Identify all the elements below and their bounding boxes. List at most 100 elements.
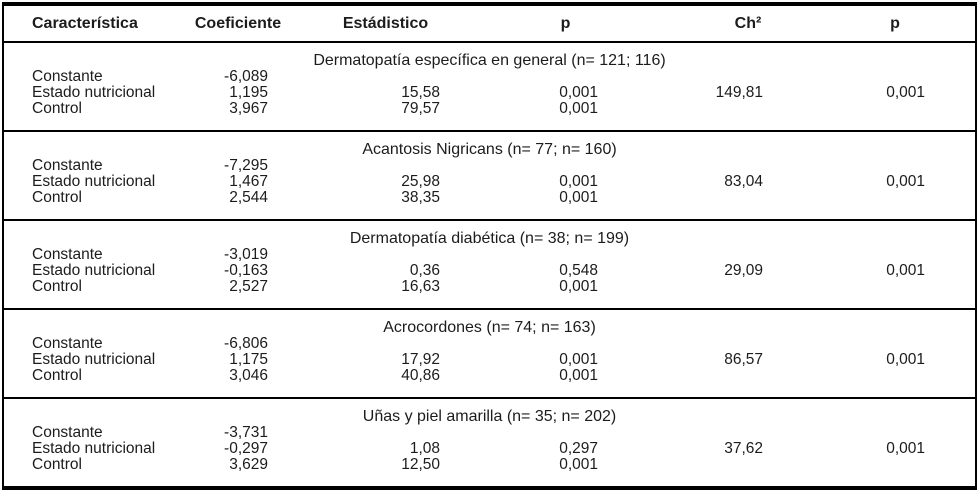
cell-label: Constante [32, 335, 103, 352]
cell-p-model: 0,001 [886, 351, 925, 368]
section-title: Dermatopatía específica en general (n= 1… [313, 52, 666, 69]
cell-estadistico: 12,50 [401, 456, 440, 473]
table-row: Control 3,046 40,86 0,001 [3, 368, 976, 398]
cell-chi2 [653, 368, 843, 398]
cell-label: Control [32, 189, 82, 206]
table-row: Estado nutricional 1,195 15,58 0,001 149… [3, 85, 976, 101]
cell-p-model [843, 101, 976, 131]
cell-estadistico: 16,63 [401, 278, 440, 295]
section-acantosis-nigricans: Acantosis Nigricans (n= 77; n= 160) Cons… [3, 131, 976, 220]
cell-p: 0,001 [559, 278, 598, 295]
table-row: Control 3,967 79,57 0,001 [3, 101, 976, 131]
cell-coeficiente: -7,295 [224, 157, 268, 174]
cell-chi2 [653, 158, 843, 174]
cell-chi2 [653, 279, 843, 309]
cell-p: 0,001 [559, 189, 598, 206]
cell-estadistico [293, 425, 478, 441]
cell-label: Constante [32, 68, 103, 85]
cell-label: Constante [32, 246, 103, 263]
cell-p: 0,001 [559, 84, 598, 101]
cell-coeficiente: -3,731 [224, 424, 268, 441]
cell-p-model [843, 457, 976, 488]
table-row: Constante -6,806 [3, 336, 976, 352]
column-header-coeficiente: Coeficiente [183, 4, 293, 43]
cell-coeficiente: -6,089 [224, 68, 268, 85]
section-acrocordones: Acrocordones (n= 74; n= 163) Constante -… [3, 309, 976, 398]
cell-p-model [843, 247, 976, 263]
cell-p-model: 0,001 [886, 173, 925, 190]
section-title-row: Uñas y piel amarilla (n= 35; n= 202) [3, 398, 976, 425]
cell-p-model [843, 190, 976, 220]
cell-p-model: 0,001 [886, 84, 925, 101]
cell-chi2: 83,04 [724, 173, 763, 190]
table-row: Estado nutricional -0,297 1,08 0,297 37,… [3, 441, 976, 457]
cell-estadistico [293, 69, 478, 85]
cell-chi2 [653, 69, 843, 85]
cell-coeficiente: 3,629 [229, 456, 268, 473]
section-title-row: Acantosis Nigricans (n= 77; n= 160) [3, 131, 976, 158]
cell-p-model [843, 368, 976, 398]
cell-estadistico: 40,86 [401, 367, 440, 384]
cell-label: Constante [32, 424, 103, 441]
cell-estadistico: 15,58 [401, 84, 440, 101]
cell-coeficiente: -0,297 [224, 440, 268, 457]
column-header-p-model: p [843, 4, 976, 43]
table-row: Estado nutricional -0,163 0,36 0,548 29,… [3, 263, 976, 279]
table-row: Control 2,527 16,63 0,001 [3, 279, 976, 309]
cell-coeficiente: 2,544 [229, 189, 268, 206]
cell-coeficiente: 2,527 [229, 278, 268, 295]
cell-p-model [843, 279, 976, 309]
cell-estadistico: 17,92 [401, 351, 440, 368]
cell-coeficiente: -3,019 [224, 246, 268, 263]
cell-label: Estado nutricional [32, 440, 156, 457]
cell-p [478, 425, 653, 441]
table-row: Constante -3,731 [3, 425, 976, 441]
cell-coeficiente: 3,967 [229, 100, 268, 117]
column-header-chi2: Ch² [653, 4, 843, 43]
table-row: Control 3,629 12,50 0,001 [3, 457, 976, 488]
cell-label: Estado nutricional [32, 351, 156, 368]
cell-chi2 [653, 101, 843, 131]
cell-p-model [843, 336, 976, 352]
table-row: Estado nutricional 1,467 25,98 0,001 83,… [3, 174, 976, 190]
cell-label: Control [32, 278, 82, 295]
statistics-table: Característica Coeficiente Estádistico p… [2, 2, 977, 490]
cell-p-model [843, 158, 976, 174]
cell-p [478, 158, 653, 174]
cell-coeficiente: 1,195 [229, 84, 268, 101]
cell-p [478, 247, 653, 263]
cell-label: Estado nutricional [32, 173, 156, 190]
table-row: Constante -7,295 [3, 158, 976, 174]
section-title: Acrocordones (n= 74; n= 163) [383, 319, 596, 336]
cell-label: Control [32, 456, 82, 473]
table-row: Estado nutricional 1,175 17,92 0,001 86,… [3, 352, 976, 368]
section-title: Acantosis Nigricans (n= 77; n= 160) [362, 141, 617, 158]
cell-coeficiente: 3,046 [229, 367, 268, 384]
cell-chi2: 37,62 [724, 440, 763, 457]
cell-p-model: 0,001 [886, 440, 925, 457]
header-row: Característica Coeficiente Estádistico p… [3, 4, 976, 43]
cell-estadistico: 1,08 [409, 440, 440, 457]
section-dermatopatia-especifica: Dermatopatía específica en general (n= 1… [3, 42, 976, 131]
cell-label: Control [32, 367, 82, 384]
cell-coeficiente: 1,467 [229, 173, 268, 190]
cell-p [478, 336, 653, 352]
cell-chi2 [653, 457, 843, 488]
cell-coeficiente: -0,163 [224, 262, 268, 279]
cell-estadistico: 25,98 [401, 173, 440, 190]
cell-estadistico [293, 247, 478, 263]
cell-p [478, 69, 653, 85]
table-header: Característica Coeficiente Estádistico p… [3, 4, 976, 43]
cell-estadistico: 38,35 [401, 189, 440, 206]
cell-label: Constante [32, 157, 103, 174]
cell-estadistico: 79,57 [401, 100, 440, 117]
section-title-row: Dermatopatía diabética (n= 38; n= 199) [3, 220, 976, 247]
cell-chi2 [653, 190, 843, 220]
cell-chi2 [653, 247, 843, 263]
cell-label: Estado nutricional [32, 262, 156, 279]
cell-coeficiente: -6,806 [224, 335, 268, 352]
table-row: Constante -3,019 [3, 247, 976, 263]
cell-p-model [843, 69, 976, 85]
cell-p: 0,297 [559, 440, 598, 457]
section-dermatopatia-diabetica: Dermatopatía diabética (n= 38; n= 199) C… [3, 220, 976, 309]
